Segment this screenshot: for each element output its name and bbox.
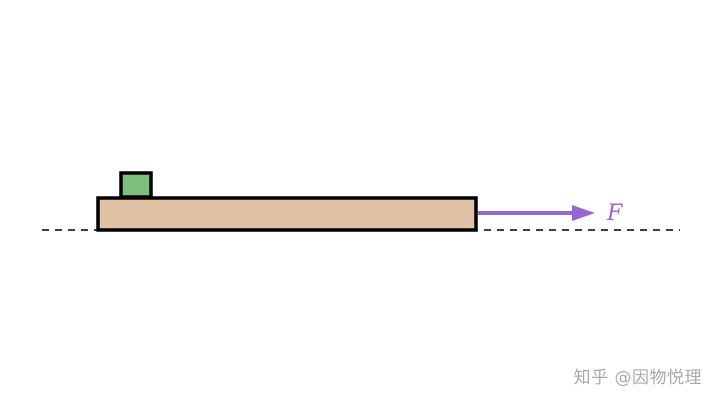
force-arrow-head bbox=[572, 205, 595, 221]
small-block bbox=[119, 171, 153, 199]
board bbox=[96, 196, 478, 232]
force-label: F bbox=[606, 201, 623, 226]
watermark: 知乎 @因物悦理 bbox=[573, 368, 702, 388]
